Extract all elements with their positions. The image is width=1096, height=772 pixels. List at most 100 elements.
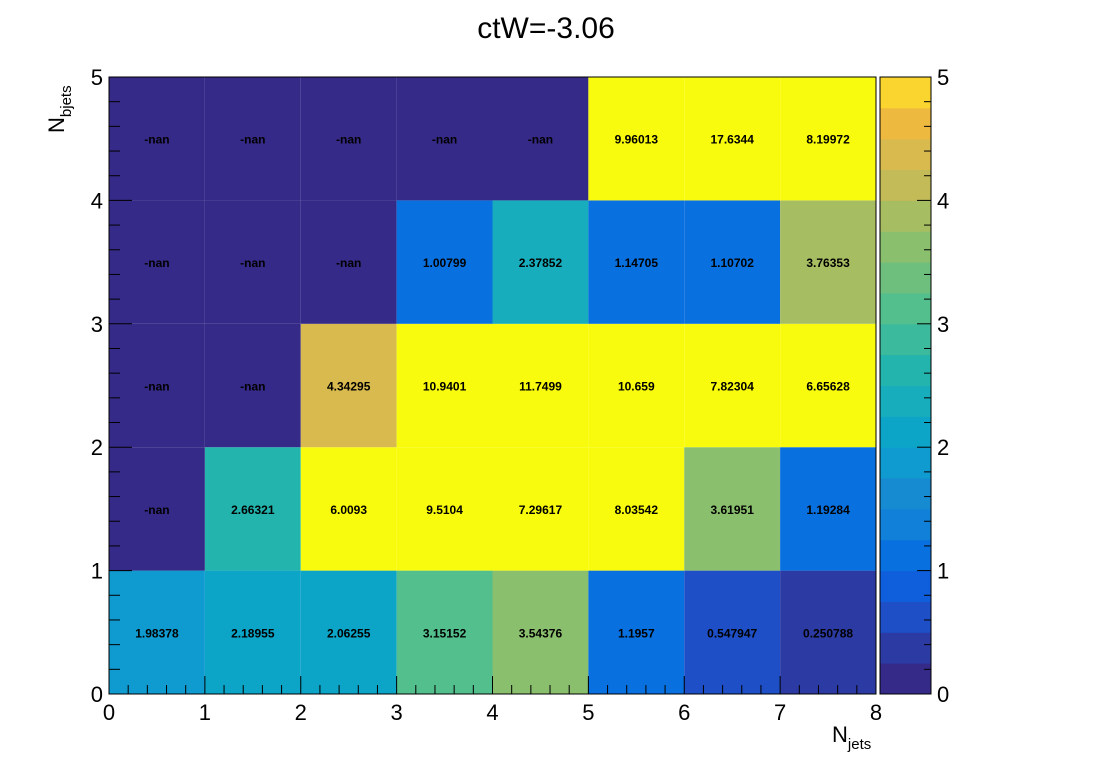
color-scale-step [880, 354, 931, 386]
heatmap-cell [396, 323, 493, 448]
heatmap-cell [780, 570, 876, 694]
heatmap-cell [300, 200, 397, 324]
cell-value-label: 4.34295 [327, 380, 371, 394]
z-tick-label: 2 [937, 435, 949, 460]
cell-value-label: 1.98378 [135, 626, 179, 640]
z-tick-label: 4 [937, 188, 949, 213]
cell-value-label: 7.82304 [710, 380, 754, 394]
color-scale-step [880, 231, 931, 263]
x-tick-label: 8 [870, 700, 882, 725]
x-axis-ticks: 0 1 2 3 4 5 6 7 8 [103, 676, 882, 725]
color-scale-step [880, 478, 931, 510]
color-scale-step [880, 632, 931, 664]
cell-value-label: 1.14705 [615, 256, 659, 270]
cell-value-label: 9.5104 [426, 503, 463, 517]
cell-value-label: 3.61951 [710, 503, 754, 517]
heatmap-cell [109, 323, 205, 448]
y-axis-label-main: N [44, 117, 69, 133]
cell-value-label: -nan [336, 133, 361, 147]
color-scale-step [880, 601, 931, 633]
chart-title: ctW=-3.06 [477, 12, 615, 45]
heatmap-cell [492, 77, 589, 201]
cell-value-label: 2.06255 [327, 626, 371, 640]
cell-value-label: 1.19284 [806, 503, 850, 517]
cell-value-label: 1.10702 [710, 256, 754, 270]
x-tick-label: 0 [103, 700, 115, 725]
x-tick-label: 5 [582, 700, 594, 725]
cell-value-label: 2.66321 [231, 503, 275, 517]
y-tick-label: 1 [91, 559, 103, 584]
heatmap-cell [204, 447, 301, 571]
heatmap-cell [780, 77, 876, 201]
y-axis-label: Nbjets [44, 85, 75, 133]
y-tick-label: 3 [91, 312, 103, 337]
color-scale-step [880, 200, 931, 232]
cell-value-label: 8.19972 [806, 133, 850, 147]
heatmap-cell [109, 200, 205, 324]
heatmap-cell [588, 447, 685, 571]
cell-value-label: 3.54376 [519, 626, 563, 640]
heatmap-cell [684, 323, 781, 448]
y-tick-label: 5 [91, 65, 103, 90]
cell-value-label: 10.9401 [423, 380, 467, 394]
color-scale-step [880, 447, 931, 479]
heatmap-cell [588, 77, 685, 201]
heatmap-cell-labels: 1.98378 2.18955 2.06255 3.15152 3.54376 1.195… [135, 133, 853, 641]
color-scale-step [880, 385, 931, 417]
cell-value-label: -nan [240, 256, 265, 270]
heatmap-cell [492, 200, 589, 324]
z-tick-label: 3 [937, 312, 949, 337]
color-scale-step [880, 570, 931, 602]
cell-value-label: -nan [144, 503, 169, 517]
color-scale-frame [879, 76, 932, 695]
color-scale-bar [879, 76, 932, 695]
color-scale-step [880, 416, 931, 448]
heatmap-cell [684, 447, 781, 571]
heatmap-cells [109, 77, 876, 694]
cell-value-label: 11.7499 [519, 380, 562, 394]
cell-value-label: 2.37852 [519, 256, 563, 270]
heatmap-cell [588, 323, 685, 448]
color-scale-step [880, 292, 931, 325]
x-tick-label: 4 [486, 700, 498, 725]
color-scale-step [880, 539, 931, 572]
heatmap-cell [300, 570, 397, 694]
heatmap-cell [780, 447, 876, 571]
heatmap-cell [492, 323, 589, 448]
x-axis-label-sub: jets [847, 736, 871, 753]
color-scale-step [880, 138, 931, 171]
color-scale-step [880, 323, 931, 356]
heatmap-cell [684, 77, 781, 201]
cell-value-label: -nan [336, 256, 361, 270]
x-tick-label: 6 [678, 700, 690, 725]
cell-value-label: 0.250788 [803, 626, 853, 640]
cell-value-label: 9.96013 [615, 133, 659, 147]
y-tick-label: 2 [91, 435, 103, 460]
cell-value-label: 6.0093 [330, 503, 367, 517]
heatmap-cell [204, 200, 301, 324]
heatmap-cell [588, 200, 685, 324]
cell-value-label: 3.76353 [806, 256, 850, 270]
cell-value-label: 0.547947 [707, 626, 757, 640]
heatmap-cell [109, 447, 205, 571]
x-tick-label: 2 [295, 700, 307, 725]
x-tick-label: 3 [391, 700, 403, 725]
heatmap-cell [780, 323, 876, 448]
heatmap-cell [204, 323, 301, 448]
color-scale-step [880, 77, 931, 109]
y-tick-label: 4 [91, 188, 103, 213]
heatmap-cell [684, 570, 781, 694]
color-scale-step [880, 169, 931, 201]
cell-value-label: 10.659 [618, 380, 655, 394]
x-tick-label: 1 [199, 700, 211, 725]
heatmap-cell [109, 570, 205, 694]
heatmap-cell [204, 77, 301, 201]
heatmap-cell [396, 447, 493, 571]
color-scale-step [880, 508, 931, 541]
color-scale-step [880, 262, 931, 294]
cell-value-label: 17.6344 [710, 133, 754, 147]
cell-value-label: 8.03542 [615, 503, 659, 517]
heatmap-cell [396, 570, 493, 694]
x-axis-label-main: N [832, 722, 848, 747]
